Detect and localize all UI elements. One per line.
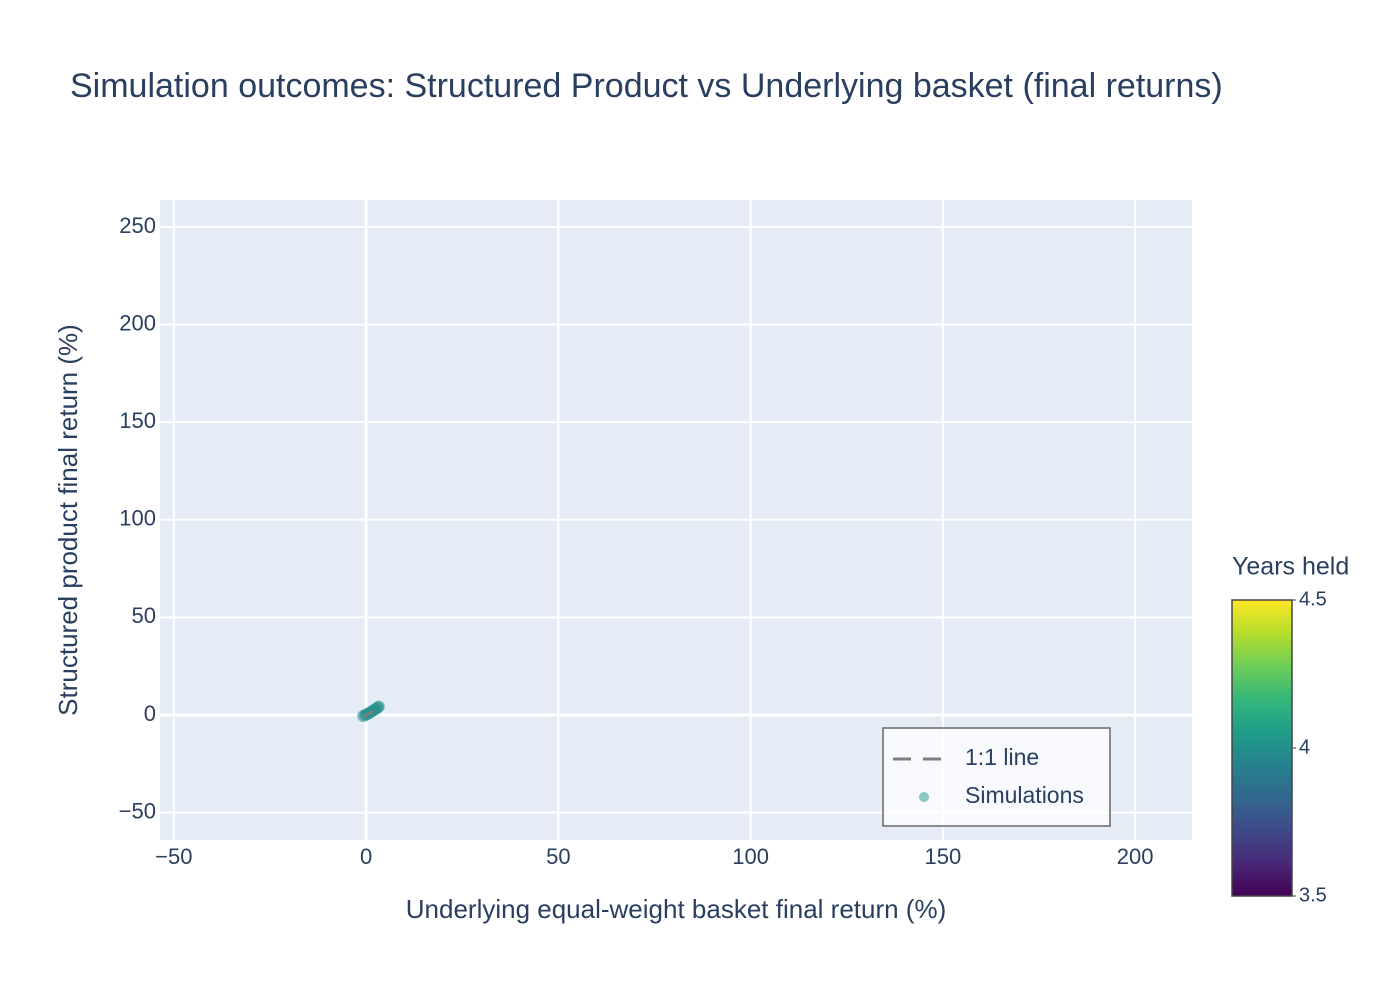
y-tick-label: 150 bbox=[119, 408, 156, 433]
chart-title: Simulation outcomes: Structured Product … bbox=[70, 67, 1223, 105]
x-axis-title: Underlying equal-weight basket final ret… bbox=[406, 894, 947, 924]
colorbar-title: Years held bbox=[1232, 553, 1349, 581]
colorbar: 3.5 4 4.5 bbox=[1231, 588, 1327, 906]
x-tick-label: 0 bbox=[360, 844, 372, 869]
y-tick-label: 0 bbox=[144, 701, 156, 726]
y-tick-label: 50 bbox=[132, 603, 156, 628]
legend-box bbox=[882, 727, 1111, 827]
legend-label: 1:1 line bbox=[965, 744, 1039, 770]
colorbar-gradient bbox=[1231, 599, 1293, 897]
y-tick-label: 250 bbox=[119, 213, 156, 238]
x-tick-label: 200 bbox=[1117, 844, 1154, 869]
y-tick-label: −50 bbox=[119, 798, 156, 823]
grid bbox=[160, 200, 1192, 840]
y-axis-title: Structured product final return (%) bbox=[53, 324, 83, 716]
colorbar-tick-label: 4 bbox=[1299, 736, 1310, 758]
colorbar-tick-label: 3.5 bbox=[1299, 884, 1327, 906]
identity-line bbox=[362, 707, 380, 718]
y-tick-label: 200 bbox=[119, 310, 156, 335]
y-tick-label: 100 bbox=[119, 506, 156, 531]
legend-symbol bbox=[919, 792, 929, 802]
x-tick-label: 100 bbox=[732, 844, 769, 869]
colorbar-tick-label: 4.5 bbox=[1299, 588, 1327, 610]
legend: 1:1 line Simulations bbox=[882, 727, 1111, 827]
x-tick-label: 50 bbox=[546, 844, 570, 869]
marks bbox=[357, 700, 385, 723]
legend-label: Simulations bbox=[965, 782, 1084, 808]
point bbox=[372, 700, 385, 713]
x-tick-label: 150 bbox=[924, 844, 961, 869]
x-tick-label: −50 bbox=[155, 844, 192, 869]
